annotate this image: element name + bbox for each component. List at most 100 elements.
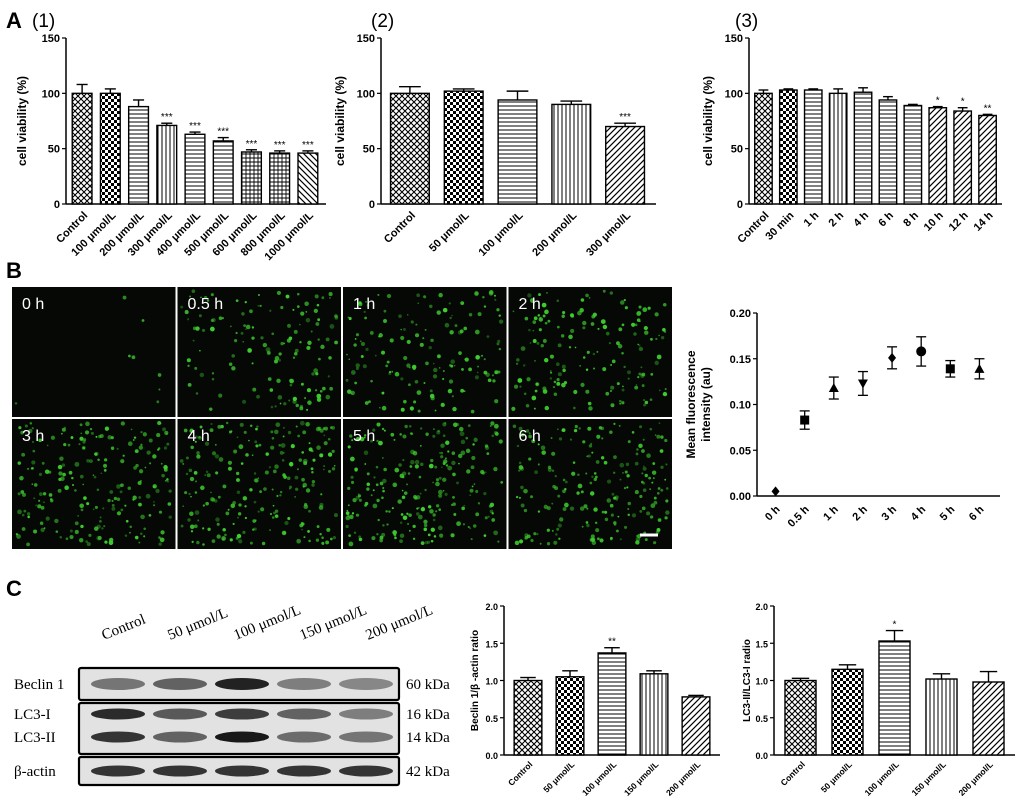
cell-dot — [253, 500, 257, 504]
cell-dot — [460, 450, 466, 456]
cell-dot — [195, 480, 198, 483]
y-tick-label: 1.5 — [485, 639, 498, 649]
cell-dot — [97, 536, 102, 541]
cell-dot — [408, 513, 412, 517]
cell-dot — [158, 536, 161, 539]
cell-dot — [618, 327, 623, 332]
significance-mark: ** — [984, 103, 992, 114]
cell-dot — [414, 459, 420, 465]
significance-mark: * — [936, 96, 940, 107]
cell-dot — [649, 488, 651, 491]
cell-dot — [427, 533, 431, 537]
cell-dot — [410, 320, 414, 324]
cell-dot — [641, 384, 645, 388]
cell-dot — [557, 523, 562, 528]
cell-dot — [345, 378, 349, 382]
cell-dot — [646, 511, 651, 516]
cell-dot — [660, 335, 665, 340]
micrograph-time-label: 3 h — [22, 428, 44, 445]
cell-dot — [358, 535, 361, 539]
cell-dot — [389, 338, 394, 343]
cell-dot — [244, 300, 247, 304]
cell-dot — [218, 393, 223, 398]
cell-dot — [218, 457, 224, 462]
cell-dot — [58, 477, 62, 482]
cell-dot — [311, 483, 315, 487]
cell-dot — [617, 515, 620, 518]
cell-dot — [410, 449, 415, 455]
cell-dot — [636, 448, 639, 451]
cell-dot — [473, 483, 476, 485]
cell-dot — [186, 358, 191, 363]
cell-dot — [295, 425, 298, 428]
cell-dot — [310, 330, 313, 333]
cell-dot — [253, 527, 257, 531]
cell-dot — [610, 538, 613, 541]
cell-dot — [271, 488, 274, 491]
cell-dot — [225, 421, 229, 425]
cell-dot — [120, 508, 124, 512]
cell-dot — [498, 439, 503, 444]
cell-dot — [644, 400, 649, 405]
cell-dot — [300, 521, 304, 525]
cell-dot — [494, 298, 497, 301]
cell-dot — [546, 542, 551, 546]
cell-dot — [189, 295, 191, 298]
y-tick-label: 0.20 — [730, 308, 751, 320]
cell-dot — [652, 477, 655, 480]
cell-dot — [447, 388, 453, 394]
cell-dot — [417, 514, 423, 520]
cell-dot — [638, 305, 642, 309]
cell-dot — [467, 424, 471, 428]
cell-dot — [437, 354, 441, 359]
cell-dot — [239, 422, 244, 427]
cell-dot — [292, 308, 295, 311]
cell-dot — [303, 461, 308, 466]
cell-dot — [551, 529, 554, 532]
cell-dot — [89, 459, 93, 464]
cell-dot — [385, 364, 389, 368]
cell-dot — [214, 499, 218, 503]
cell-dot — [305, 488, 311, 493]
cell-dot — [316, 397, 322, 402]
cell-dot — [604, 517, 609, 522]
cell-dot — [412, 524, 416, 529]
cell-dot — [642, 438, 645, 441]
cell-dot — [190, 445, 194, 450]
cell-dot — [643, 325, 648, 331]
cell-dot — [533, 316, 538, 321]
cell-dot — [496, 308, 500, 312]
cell-dot — [409, 425, 412, 428]
y-tick-label: 100 — [725, 88, 743, 100]
cell-dot — [306, 388, 311, 393]
x-tick-label: 200 μmol/L — [664, 759, 702, 797]
cell-dot — [195, 326, 200, 331]
cell-dot — [658, 389, 661, 392]
cell-dot — [537, 443, 540, 446]
cell-dot — [199, 425, 203, 429]
cell-dot — [493, 466, 498, 472]
cell-dot — [304, 397, 307, 400]
cell-dot — [639, 494, 643, 499]
blot-band — [277, 731, 331, 743]
cell-dot — [432, 428, 435, 431]
cell-dot — [375, 483, 379, 487]
blot-band — [153, 708, 207, 720]
cell-dot — [110, 446, 115, 450]
cell-dot — [231, 354, 235, 358]
cell-dot — [98, 434, 102, 439]
cell-dot — [244, 516, 247, 520]
micrograph-time-label: 5 h — [353, 428, 375, 445]
cell-dot — [280, 443, 286, 448]
cell-dot — [445, 440, 450, 445]
cell-dot — [16, 534, 21, 539]
cell-dot — [547, 319, 551, 323]
cell-dot — [520, 503, 525, 508]
cell-dot — [180, 305, 184, 309]
cell-dot — [215, 517, 220, 522]
cell-dot — [544, 321, 548, 325]
cell-dot — [235, 331, 238, 335]
cell-dot — [524, 316, 529, 321]
cell-dot — [516, 444, 520, 448]
